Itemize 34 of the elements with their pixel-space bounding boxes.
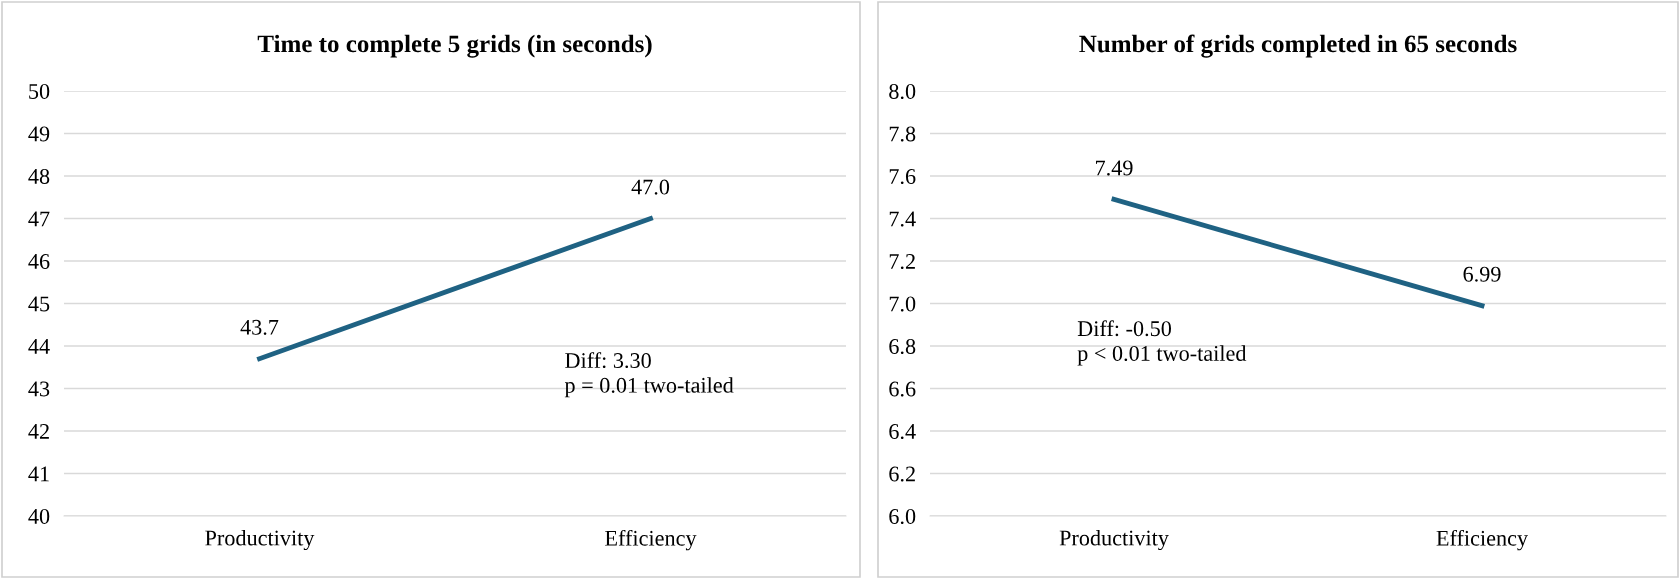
y-tick-label: 40 [28, 508, 50, 524]
y-tick-label: 6.6 [889, 381, 916, 397]
y-tick-label: 8.0 [889, 83, 916, 100]
y-tick-label: 7.0 [889, 296, 916, 312]
annotation: Diff: -0.50 p < 0.01 two-tailed [1077, 320, 1247, 366]
chart-title: Time to complete 5 grids (in seconds) [257, 34, 652, 58]
x-tick-label: Productivity [205, 529, 315, 551]
x-tick-label: Efficiency [605, 529, 697, 551]
data-label: 6.99 [1463, 266, 1501, 282]
y-tick-label: 7.8 [889, 126, 916, 142]
x-tick-label: Productivity [1059, 529, 1169, 551]
y-tick-label: 7.4 [889, 211, 916, 227]
y-tick-label: 45 [28, 296, 50, 312]
y-tick-label: 48 [28, 168, 50, 184]
y-tick-label: 50 [29, 83, 50, 99]
y-tick-label: 41 [28, 466, 49, 482]
y-tick-label: 42 [28, 423, 49, 439]
y-tick-label: 47 [28, 211, 50, 227]
y-tick-label: 6.0 [889, 508, 916, 525]
y-tick-label: 6.2 [889, 466, 915, 482]
y-tick-label: 7.6 [889, 168, 916, 185]
y-tick-label: 46 [28, 253, 50, 269]
y-tick-label: 6.8 [889, 338, 916, 355]
y-tick-label: 44 [28, 339, 50, 354]
x-tick-label: Efficiency [1436, 529, 1528, 551]
data-label: 47.0 [631, 179, 670, 195]
annotation: Diff: 3.30 p = 0.01 two-tailed [564, 352, 734, 398]
data-label: 43.7 [240, 319, 279, 335]
data-label: 7.49 [1096, 160, 1133, 176]
chart-title: Number of grids completed in 65 seconds [1079, 34, 1517, 58]
y-tick-label: 43 [28, 381, 50, 397]
y-tick-label: 49 [28, 126, 50, 142]
y-tick-label: 7.2 [889, 253, 915, 270]
y-tick-label: 6.4 [889, 423, 916, 440]
